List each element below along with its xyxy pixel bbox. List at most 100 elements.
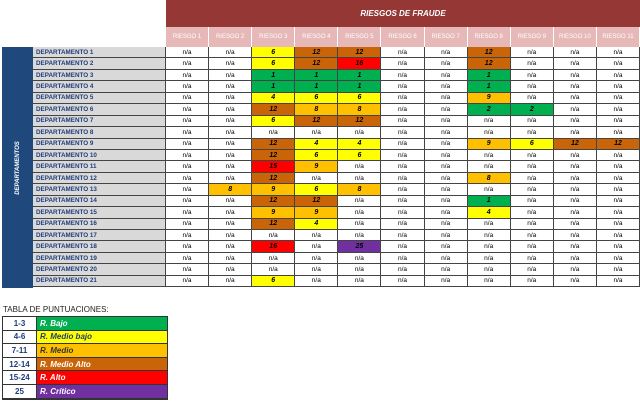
risk-score-cell[interactable]: n/a [381, 127, 425, 138]
risk-score-cell[interactable]: n/a [381, 207, 425, 218]
risk-score-cell[interactable]: n/a [295, 252, 339, 264]
risk-score-cell[interactable]: 6 [252, 115, 296, 127]
risk-score-cell[interactable]: n/a [597, 241, 640, 252]
risk-score-cell[interactable]: n/a [554, 104, 597, 115]
risk-score-cell[interactable]: n/a [597, 207, 640, 218]
risk-score-cell[interactable]: n/a [166, 47, 210, 58]
risk-score-cell[interactable]: 12 [467, 47, 511, 58]
risk-score-cell[interactable]: n/a [597, 252, 640, 264]
risk-score-cell[interactable]: n/a [425, 149, 468, 161]
risk-score-cell[interactable]: n/a [425, 58, 468, 69]
risk-score-cell[interactable]: n/a [554, 275, 597, 287]
risk-score-cell[interactable]: 12 [295, 115, 339, 127]
risk-score-cell[interactable]: n/a [338, 218, 382, 229]
risk-score-cell[interactable]: 1 [338, 69, 382, 81]
risk-score-cell[interactable]: n/a [338, 161, 382, 172]
risk-score-cell[interactable]: n/a [554, 241, 597, 252]
risk-score-cell[interactable]: n/a [381, 275, 425, 287]
risk-score-cell[interactable]: n/a [511, 161, 554, 172]
risk-score-cell[interactable]: n/a [166, 172, 210, 184]
risk-score-cell[interactable]: 6 [510, 138, 554, 149]
risk-score-cell[interactable]: n/a [295, 275, 339, 287]
risk-score-cell[interactable]: 9 [295, 207, 339, 218]
risk-score-cell[interactable]: 2 [467, 104, 511, 115]
risk-score-cell[interactable]: n/a [511, 115, 554, 127]
risk-score-cell[interactable]: n/a [597, 81, 640, 92]
risk-score-cell[interactable]: 25 [338, 241, 382, 252]
risk-score-cell[interactable]: n/a [166, 241, 210, 252]
risk-score-cell[interactable]: n/a [166, 218, 210, 229]
risk-score-cell[interactable]: n/a [425, 230, 468, 241]
risk-score-cell[interactable]: n/a [209, 172, 253, 184]
risk-score-cell[interactable]: 4 [338, 138, 382, 149]
risk-score-cell[interactable]: n/a [209, 264, 253, 275]
risk-score-cell[interactable]: n/a [554, 81, 597, 92]
risk-score-cell[interactable]: n/a [511, 264, 554, 275]
risk-score-cell[interactable]: n/a [597, 127, 640, 138]
risk-score-cell[interactable]: n/a [381, 58, 425, 69]
risk-score-cell[interactable]: n/a [511, 58, 554, 69]
risk-score-cell[interactable]: 16 [338, 58, 382, 69]
risk-score-cell[interactable]: n/a [166, 127, 210, 138]
risk-score-cell[interactable]: 12 [295, 47, 339, 58]
risk-score-cell[interactable]: n/a [166, 92, 210, 104]
risk-score-cell[interactable]: n/a [381, 138, 425, 149]
risk-score-cell[interactable]: 12 [338, 47, 382, 58]
risk-score-cell[interactable]: n/a [425, 161, 468, 172]
risk-score-cell[interactable]: 1 [467, 81, 511, 92]
risk-score-cell[interactable]: n/a [425, 195, 468, 207]
risk-score-cell[interactable]: n/a [425, 69, 468, 81]
risk-score-cell[interactable]: 1 [467, 195, 511, 207]
risk-score-cell[interactable]: n/a [425, 241, 468, 252]
risk-score-cell[interactable]: 4 [467, 207, 511, 218]
risk-score-cell[interactable]: n/a [425, 172, 468, 184]
risk-score-cell[interactable]: 1 [467, 69, 511, 81]
risk-score-cell[interactable]: 1 [295, 69, 339, 81]
risk-score-cell[interactable]: n/a [209, 138, 253, 149]
risk-score-cell[interactable]: 12 [252, 218, 296, 229]
risk-score-cell[interactable]: n/a [166, 264, 210, 275]
risk-score-cell[interactable]: n/a [166, 149, 210, 161]
risk-score-cell[interactable]: n/a [468, 218, 511, 229]
risk-score-cell[interactable]: 12 [252, 138, 296, 149]
risk-score-cell[interactable]: n/a [209, 230, 253, 241]
risk-score-cell[interactable]: n/a [166, 275, 210, 287]
risk-score-cell[interactable]: n/a [425, 138, 468, 149]
risk-score-cell[interactable]: n/a [166, 81, 210, 92]
risk-score-cell[interactable]: 6 [295, 149, 339, 161]
risk-score-cell[interactable]: n/a [381, 172, 425, 184]
risk-header-4[interactable]: RIESGO 4 [295, 27, 339, 47]
risk-score-cell[interactable]: n/a [209, 252, 253, 264]
risk-score-cell[interactable]: n/a [252, 127, 296, 138]
risk-score-cell[interactable]: n/a [511, 149, 554, 161]
risk-score-cell[interactable]: n/a [425, 184, 468, 195]
risk-score-cell[interactable]: n/a [209, 207, 253, 218]
risk-score-cell[interactable]: n/a [554, 92, 597, 104]
risk-score-cell[interactable]: n/a [381, 161, 425, 172]
risk-score-cell[interactable]: n/a [425, 104, 468, 115]
risk-score-cell[interactable]: n/a [338, 252, 382, 264]
risk-score-cell[interactable]: 6 [252, 275, 296, 287]
risk-score-cell[interactable]: n/a [338, 275, 382, 287]
risk-score-cell[interactable]: 16 [252, 241, 296, 252]
risk-score-cell[interactable]: 12 [252, 104, 296, 115]
risk-score-cell[interactable]: 9 [252, 207, 296, 218]
risk-score-cell[interactable]: n/a [166, 104, 210, 115]
risk-score-cell[interactable]: n/a [597, 69, 640, 81]
risk-score-cell[interactable]: n/a [468, 184, 511, 195]
risk-score-cell[interactable]: n/a [425, 207, 468, 218]
risk-score-cell[interactable]: n/a [511, 241, 554, 252]
risk-score-cell[interactable]: n/a [166, 230, 210, 241]
risk-score-cell[interactable]: n/a [209, 195, 253, 207]
risk-score-cell[interactable]: 6 [252, 47, 296, 58]
risk-score-cell[interactable]: n/a [597, 161, 640, 172]
risk-score-cell[interactable]: n/a [295, 264, 339, 275]
risk-score-cell[interactable]: n/a [511, 195, 554, 207]
risk-score-cell[interactable]: n/a [209, 69, 253, 81]
risk-score-cell[interactable]: 12 [295, 195, 339, 207]
risk-score-cell[interactable]: n/a [295, 127, 339, 138]
risk-score-cell[interactable]: n/a [166, 207, 210, 218]
risk-score-cell[interactable]: 1 [295, 81, 339, 92]
risk-score-cell[interactable]: n/a [468, 252, 511, 264]
risk-score-cell[interactable]: n/a [554, 218, 597, 229]
